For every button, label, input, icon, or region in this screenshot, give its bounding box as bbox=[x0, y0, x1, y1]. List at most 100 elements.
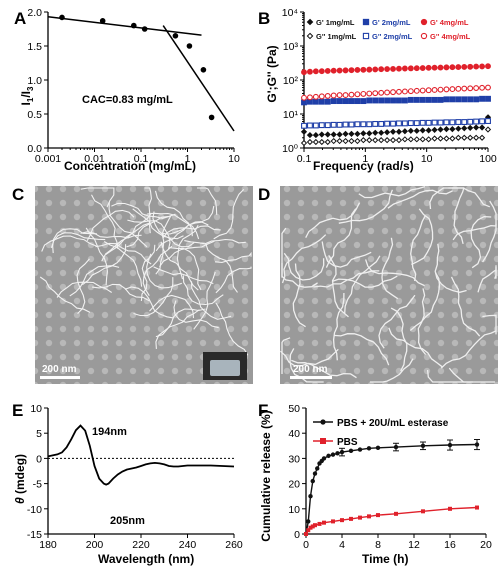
chart-b-point-series-4 bbox=[419, 65, 426, 71]
chart-b-point-series-2 bbox=[354, 98, 361, 105]
chart-f-point-series-0 bbox=[348, 448, 354, 454]
fiber bbox=[95, 242, 152, 265]
fiber bbox=[193, 271, 216, 330]
fiber bbox=[155, 309, 200, 349]
chart-b-point-series-5 bbox=[312, 93, 319, 100]
fiber bbox=[215, 266, 252, 294]
fiber bbox=[450, 276, 481, 337]
chart-a-point bbox=[186, 43, 193, 49]
chart-a-y-tick-label: 0.5 bbox=[27, 109, 42, 121]
chart-f-point-series-0 bbox=[310, 478, 315, 484]
chart-b-point-series-5 bbox=[330, 92, 337, 99]
fiber bbox=[344, 255, 381, 314]
fiber bbox=[364, 259, 425, 287]
chart-b-point-series-1 bbox=[318, 138, 325, 146]
chart-b-point-series-4 bbox=[425, 64, 432, 71]
chart-b-point-series-3 bbox=[348, 121, 355, 128]
chart-f-point-series-1 bbox=[310, 524, 315, 529]
chart-b-point-series-5 bbox=[378, 89, 385, 96]
legend-marker bbox=[362, 32, 370, 40]
chart-b-point-series-5 bbox=[360, 90, 367, 97]
fiber bbox=[140, 244, 156, 302]
chart-b-point-series-3 bbox=[312, 122, 319, 129]
chart-f-point-series-1 bbox=[367, 514, 371, 519]
fiber bbox=[80, 187, 115, 208]
fiber bbox=[410, 214, 427, 282]
chart-b-point-series-0 bbox=[437, 126, 444, 133]
chart-b-point-series-0 bbox=[312, 131, 319, 139]
chart-b-point-series-5 bbox=[413, 87, 420, 94]
fiber bbox=[305, 202, 361, 238]
chart-b-point-series-2 bbox=[336, 98, 343, 105]
chart-f-point-series-1 bbox=[340, 518, 344, 523]
chart-e-x-tick-label: 240 bbox=[179, 539, 197, 551]
chart-a-point bbox=[172, 33, 179, 39]
chart-b-point-series-3 bbox=[473, 118, 480, 125]
chart-b-y-tick-label: 10⁴ bbox=[282, 7, 298, 19]
chart-b-point-series-1 bbox=[383, 137, 391, 144]
chart-b-point-series-4 bbox=[437, 64, 444, 71]
legend-label: G' 4mg/mL bbox=[430, 18, 469, 27]
chart-b-point-series-0 bbox=[378, 129, 385, 136]
micrograph-d-fibers bbox=[279, 185, 497, 383]
chart-e-ylabel: θ (mdeg) bbox=[13, 454, 27, 504]
chart-b-point-series-2 bbox=[401, 97, 408, 104]
chart-e-x-tick-label: 220 bbox=[132, 539, 150, 551]
chart-b-point-series-1 bbox=[389, 137, 397, 144]
fiber bbox=[154, 190, 193, 237]
chart-f-y-tick-label: 0 bbox=[294, 529, 300, 541]
chart-b-point-series-4 bbox=[354, 66, 361, 73]
fiber bbox=[108, 201, 148, 248]
panel-label-e: E bbox=[12, 401, 23, 420]
fiber bbox=[338, 189, 394, 224]
chart-f-y-tick-label: 40 bbox=[288, 428, 300, 440]
chart-f-point-series-1 bbox=[394, 511, 398, 516]
chart-a-xlabel: Concentration (mg/mL) bbox=[64, 159, 196, 173]
fiber bbox=[91, 194, 119, 249]
chart-a-x-tick-label: 1 bbox=[185, 153, 191, 165]
fiber bbox=[214, 251, 252, 263]
panel-label-a: A bbox=[14, 9, 26, 28]
chart-b-point-series-0 bbox=[449, 125, 456, 133]
fiber bbox=[358, 185, 426, 199]
legend-label: G' 2mg/mL bbox=[372, 18, 411, 27]
chart-f-point-series-0 bbox=[420, 443, 426, 448]
chart-f-point-series-0 bbox=[306, 519, 311, 524]
chart-b-y-tick-label: 10⁰ bbox=[282, 143, 299, 155]
chart-f-point-series-0 bbox=[335, 451, 340, 456]
chart-b-point-series-3 bbox=[437, 119, 444, 126]
chart-b-point-series-4 bbox=[336, 67, 343, 74]
chart-f-point-series-0 bbox=[326, 453, 331, 459]
chart-a-annotation: CAC=0.83 mg/mL bbox=[82, 94, 173, 106]
chart-f-x-tick-label: 16 bbox=[444, 539, 456, 551]
chart-b-point-series-5 bbox=[336, 92, 343, 99]
chart-b-point-series-2 bbox=[437, 96, 444, 103]
chart-b-point-series-5 bbox=[306, 94, 313, 101]
chart-f-point-series-1 bbox=[376, 513, 380, 518]
chart-e-y-tick-label: 5 bbox=[36, 428, 42, 440]
fiber bbox=[291, 359, 357, 379]
chart-f-point-series-0 bbox=[308, 494, 313, 499]
chart-b-point-series-5 bbox=[401, 88, 408, 95]
fiber bbox=[80, 231, 142, 239]
fiber bbox=[434, 243, 467, 293]
fiber bbox=[111, 202, 170, 219]
chart-f-point-series-1 bbox=[306, 528, 311, 533]
chart-b-point-series-1 bbox=[354, 137, 361, 145]
chart-a-y-tick-label: 2.0 bbox=[27, 7, 42, 19]
fiber bbox=[369, 358, 414, 383]
fiber bbox=[76, 258, 90, 314]
legend-marker bbox=[420, 32, 428, 40]
chart-b-point-series-0 bbox=[473, 124, 480, 131]
chart-b-point-series-1 bbox=[360, 137, 367, 144]
chart-b-point-series-5 bbox=[354, 91, 361, 98]
chart-b-point-series-2 bbox=[473, 96, 480, 103]
chart-b-xlabel: Frequency (rad/s) bbox=[313, 159, 414, 173]
chart-f-point-series-0 bbox=[393, 444, 399, 450]
chart-f-point-series-1 bbox=[475, 505, 479, 510]
vial-inset-gel bbox=[210, 360, 240, 376]
chart-f-y-tick-label: 20 bbox=[288, 479, 300, 491]
chart-b-point-series-3 bbox=[330, 121, 337, 128]
chart-b-point-series-5 bbox=[384, 89, 391, 96]
chart-f-x-tick-label: 12 bbox=[408, 539, 420, 551]
